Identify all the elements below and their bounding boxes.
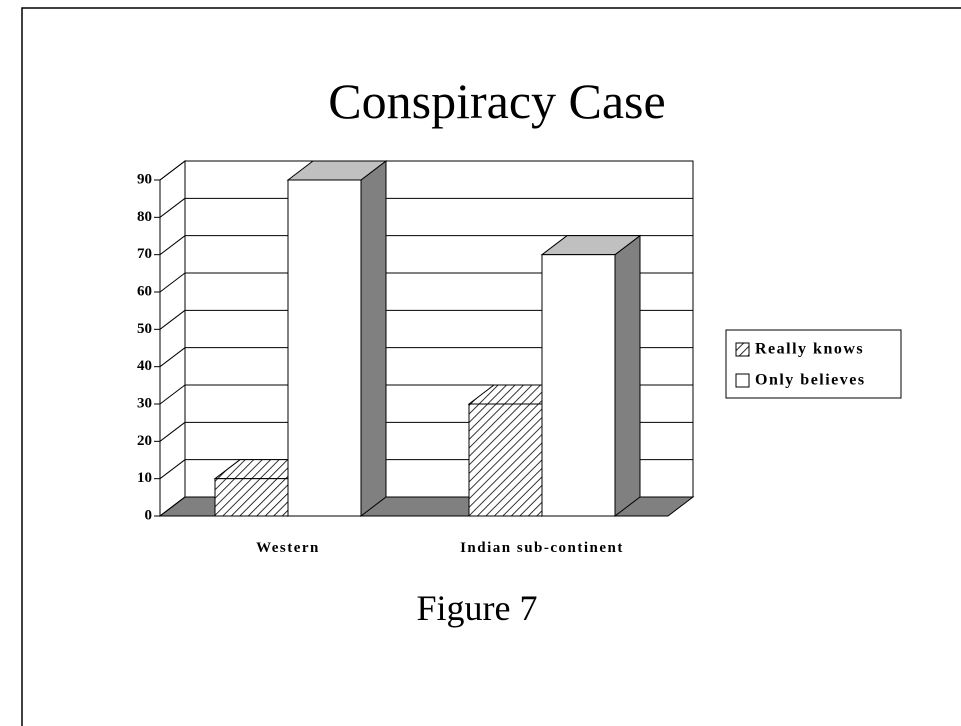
legend-swatch	[735, 373, 750, 388]
bar-side	[360, 159, 387, 518]
chart-title: Conspiracy Case	[328, 73, 665, 129]
legend-box	[725, 329, 902, 399]
grid-line	[159, 197, 186, 218]
legend-label: Really knows	[755, 341, 864, 358]
x-tick-label: Indian sub-continent	[460, 540, 624, 556]
grid-line	[159, 496, 186, 517]
grid-line	[159, 347, 186, 368]
grid-line	[159, 235, 186, 256]
y-tick-label: 0	[145, 507, 153, 523]
y-tick-label: 90	[137, 171, 152, 187]
bar	[214, 478, 289, 517]
y-tick-label: 80	[137, 209, 152, 225]
grid-line	[159, 459, 186, 480]
grid-line	[159, 384, 186, 405]
legend-swatch	[735, 342, 750, 357]
legend-label: Only believes	[755, 372, 866, 389]
y-tick-label: 60	[137, 283, 152, 299]
bar	[287, 179, 362, 517]
y-tick-label: 20	[137, 433, 152, 449]
y-tick-label: 50	[137, 321, 152, 337]
y-tick-label: 70	[137, 246, 152, 262]
y-tick-label: 10	[137, 470, 152, 486]
grid-line	[159, 160, 186, 181]
grid-line	[159, 421, 186, 442]
y-tick-label: 40	[137, 358, 152, 374]
bar	[468, 403, 543, 517]
y-tick-label: 30	[137, 395, 152, 411]
x-tick-label: Western	[256, 540, 320, 556]
bar-side	[614, 234, 641, 518]
grid-line	[159, 272, 186, 293]
bar	[541, 254, 616, 517]
frame	[21, 7, 961, 726]
grid-line	[159, 309, 186, 330]
caption: Figure 7	[417, 588, 538, 628]
